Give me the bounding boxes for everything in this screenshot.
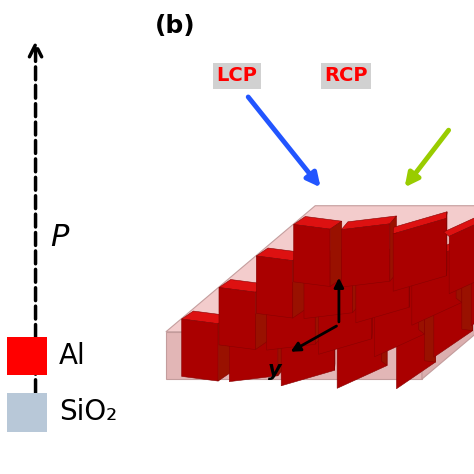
Polygon shape (281, 306, 335, 328)
Polygon shape (419, 272, 424, 334)
Polygon shape (229, 319, 278, 382)
Polygon shape (331, 304, 387, 331)
Polygon shape (356, 243, 410, 265)
Polygon shape (219, 288, 255, 349)
Polygon shape (304, 247, 359, 261)
Polygon shape (293, 225, 330, 286)
Polygon shape (330, 221, 342, 286)
Polygon shape (434, 273, 473, 357)
Polygon shape (337, 308, 387, 388)
Text: Al: Al (59, 341, 86, 370)
Polygon shape (166, 332, 422, 379)
Polygon shape (356, 250, 409, 323)
Polygon shape (406, 241, 462, 268)
Polygon shape (341, 216, 396, 230)
Polygon shape (229, 310, 284, 324)
Polygon shape (219, 280, 267, 292)
Polygon shape (293, 217, 342, 229)
Polygon shape (256, 248, 304, 261)
Polygon shape (385, 303, 436, 331)
Polygon shape (393, 212, 447, 234)
Polygon shape (425, 303, 436, 362)
Polygon shape (353, 247, 359, 313)
Bar (7, 337, 47, 375)
Polygon shape (444, 209, 474, 237)
Text: RCP: RCP (324, 66, 368, 85)
Polygon shape (390, 216, 396, 281)
Polygon shape (460, 240, 474, 268)
Polygon shape (319, 282, 372, 354)
Polygon shape (422, 206, 474, 379)
Polygon shape (396, 305, 436, 389)
Polygon shape (423, 272, 473, 300)
Polygon shape (412, 245, 462, 325)
Text: z: z (348, 274, 361, 294)
Polygon shape (267, 287, 315, 350)
Polygon shape (409, 243, 410, 307)
Polygon shape (218, 316, 230, 381)
Polygon shape (182, 311, 230, 324)
Bar (7, 393, 47, 432)
Text: y: y (268, 360, 282, 380)
Polygon shape (341, 224, 390, 287)
Polygon shape (255, 284, 267, 349)
Text: LCP: LCP (217, 66, 257, 85)
Polygon shape (182, 319, 218, 381)
Polygon shape (462, 272, 473, 331)
Polygon shape (382, 304, 387, 365)
Polygon shape (372, 275, 373, 339)
Polygon shape (281, 313, 335, 386)
Text: SiO₂: SiO₂ (59, 398, 118, 427)
Polygon shape (449, 214, 474, 294)
Polygon shape (315, 279, 322, 344)
Polygon shape (304, 255, 353, 319)
Polygon shape (267, 279, 322, 293)
Text: (b): (b) (155, 14, 196, 38)
Polygon shape (278, 310, 284, 376)
Polygon shape (293, 253, 304, 318)
Text: $P$: $P$ (50, 222, 70, 252)
Polygon shape (256, 256, 293, 318)
Polygon shape (456, 241, 462, 302)
Polygon shape (393, 219, 447, 291)
Polygon shape (374, 277, 424, 357)
Polygon shape (369, 272, 424, 300)
Polygon shape (166, 206, 474, 332)
Polygon shape (319, 275, 373, 297)
Polygon shape (471, 242, 474, 326)
